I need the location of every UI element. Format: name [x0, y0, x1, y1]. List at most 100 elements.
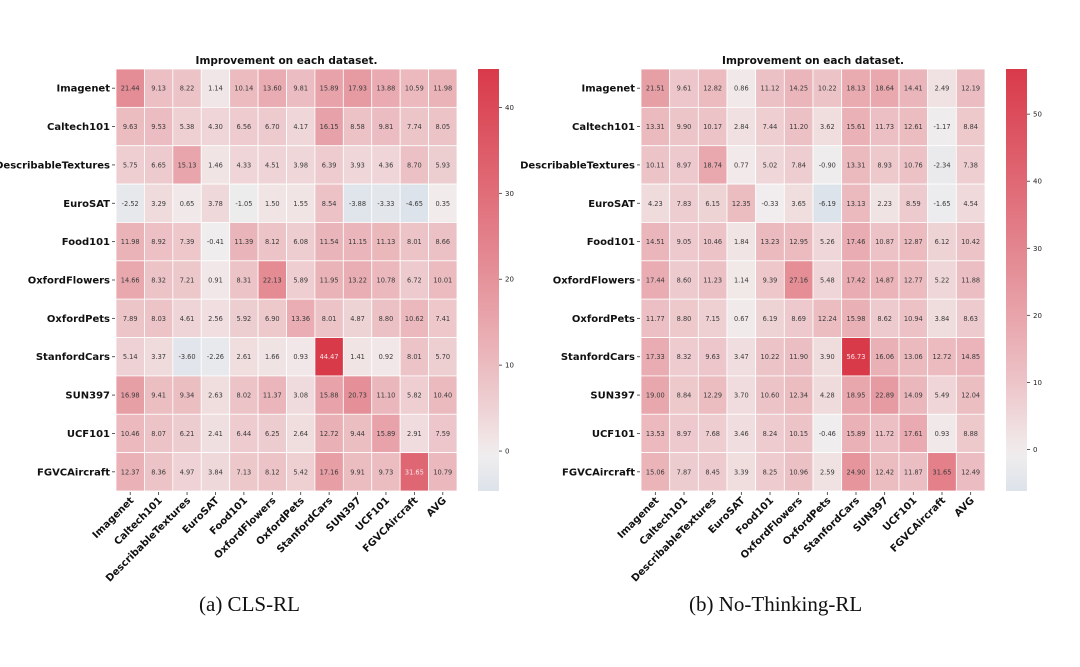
cell-label: 12.34 [789, 392, 808, 400]
cell-label: 17.61 [904, 430, 923, 438]
heatmap-cell [669, 298, 699, 338]
cell-label: 0.35 [435, 200, 450, 208]
cell-label: 6.21 [180, 430, 195, 438]
cell-label: 2.23 [877, 200, 892, 208]
cell-label: 8.32 [677, 353, 692, 361]
heatmap-cell [257, 183, 287, 223]
cell-label: 13.31 [847, 161, 866, 169]
heatmap-cell [399, 413, 429, 454]
heatmap-cell [286, 413, 316, 454]
heatmap-cell [286, 298, 316, 338]
cell-label: 2.64 [293, 430, 308, 438]
heatmap-cell [286, 106, 316, 147]
cell-label: 0.91 [208, 277, 223, 285]
heatmap-cell [869, 106, 900, 147]
colorbar-tick-label: 20 [505, 276, 514, 284]
cell-label: 16.98 [121, 392, 140, 400]
heatmap-cell [371, 68, 401, 108]
cell-label: 11.20 [789, 123, 808, 131]
heatmap-cell [640, 375, 671, 415]
cell-label: 11.23 [703, 277, 722, 285]
cell-label: 9.91 [350, 468, 365, 476]
cell-label: 2.84 [734, 123, 749, 131]
heatmap-cell [841, 68, 871, 108]
heatmap-cell [898, 298, 929, 338]
heatmap-cell [399, 106, 429, 147]
heatmap-cell [955, 145, 986, 185]
heatmap-cell [640, 337, 671, 377]
cell-label: 4.17 [293, 123, 308, 131]
cell-label: 6.19 [763, 315, 778, 323]
heatmap-cell [869, 222, 900, 262]
cell-label: 6.08 [293, 238, 308, 246]
cell-label: 10.62 [405, 315, 424, 323]
cell-label: 13.13 [847, 200, 866, 208]
heatmap-no-thinking-rl: Improvement on each dataset. 21.51 9.61 12.… [520, 55, 1042, 584]
heatmap-cell [955, 413, 986, 454]
cell-label: 11.12 [761, 85, 780, 93]
heatmap-cell [144, 375, 174, 415]
cell-label: 8.31 [237, 277, 252, 285]
cell-label: 12.04 [961, 392, 980, 400]
heatmap-cell [371, 106, 401, 147]
cell-label: 8.66 [435, 238, 450, 246]
heatmap-cell [726, 145, 757, 185]
cell-label: 13.53 [646, 430, 665, 438]
cell-label: -1.17 [933, 123, 950, 131]
heatmap-cell [286, 145, 316, 185]
cell-label: 0.67 [734, 315, 749, 323]
heatmap-cell [399, 337, 429, 377]
col-label-avg: AVG [953, 495, 977, 519]
heatmap-cell [257, 106, 287, 147]
heatmap-cell [257, 452, 287, 492]
col-label-fgvcaircraft: FGVCAircraft [889, 495, 949, 555]
cell-label: 5.92 [237, 315, 252, 323]
heatmap-cell [812, 68, 843, 108]
cell-label: 6.39 [322, 161, 337, 169]
heatmap-cell [286, 337, 316, 377]
heatmap-cell [399, 452, 429, 492]
cell-label: 17.42 [847, 277, 866, 285]
cell-label: 7.83 [677, 200, 692, 208]
heatmap-cell [640, 106, 671, 147]
cell-label: 8.25 [763, 468, 778, 476]
cell-label: -2.34 [933, 161, 950, 169]
cell-label: 8.80 [379, 315, 394, 323]
cell-label: 7.89 [123, 315, 138, 323]
heatmap-cell [229, 337, 259, 377]
heatmap-cell [115, 375, 145, 415]
cell-label: 17.33 [646, 353, 665, 361]
cell-label: 4.54 [963, 200, 978, 208]
row-label-imagenet: Imagenet [581, 84, 635, 95]
cell-label: 8.01 [407, 353, 422, 361]
cell-label: 1.84 [734, 238, 749, 246]
heatmap-cell [115, 222, 145, 262]
heatmap-cell [428, 260, 458, 300]
cell-label: 10.79 [433, 468, 452, 476]
cell-label: 8.36 [151, 468, 166, 476]
heatmap-cell [115, 68, 145, 108]
cell-label: 12.87 [904, 238, 923, 246]
colorbar-tick-label: 0 [1033, 446, 1037, 454]
cell-label: -3.33 [377, 200, 394, 208]
heatmap-cell [144, 222, 174, 262]
heatmap-cell [755, 106, 785, 147]
heatmap-cell [783, 183, 814, 223]
cell-label: 11.72 [875, 430, 894, 438]
heatmap-cell [342, 375, 373, 415]
heatmap-cell [286, 375, 316, 415]
heatmap-cell [927, 260, 957, 300]
cell-label: 8.24 [763, 430, 778, 438]
heatmap-cell [257, 222, 287, 262]
cell-label: 3.70 [734, 392, 749, 400]
heatmap-cell [955, 452, 986, 492]
heatmap-cell [669, 183, 699, 223]
heatmap-cell [115, 298, 145, 338]
cell-label: 4.51 [265, 161, 280, 169]
cell-label: 0.65 [180, 200, 195, 208]
cell-label: 4.61 [180, 315, 195, 323]
cell-label: 5.26 [820, 238, 835, 246]
heatmap-cell [841, 298, 871, 338]
cell-label: 12.24 [818, 315, 837, 323]
cell-label: 8.03 [151, 315, 166, 323]
